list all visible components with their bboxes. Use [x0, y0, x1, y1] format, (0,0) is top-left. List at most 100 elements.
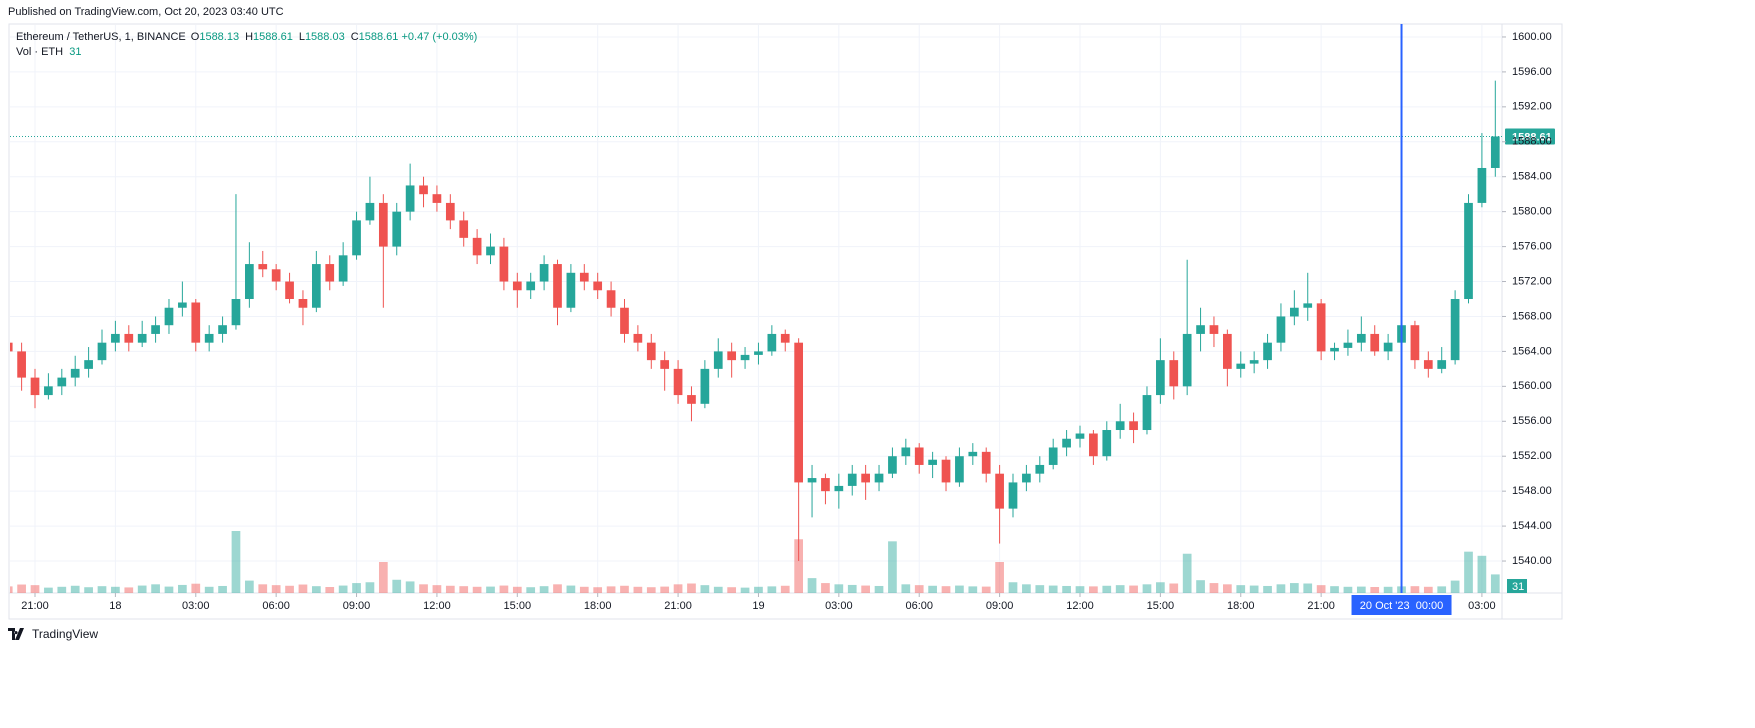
volume-bar: [941, 586, 951, 593]
legend-key: C: [350, 31, 359, 43]
volume-bar: [995, 562, 1004, 593]
volume-bar: [606, 586, 616, 593]
volume-bar: [1263, 585, 1272, 593]
x-tick-label: 12:00: [423, 600, 451, 612]
volume-bar: [1209, 583, 1219, 593]
volume-bar: [593, 587, 603, 593]
volume-bar: [285, 585, 294, 593]
volume-bar: [1303, 583, 1313, 593]
candle-body: [1410, 325, 1420, 361]
volume-bar: [84, 587, 93, 593]
volume-bar: [124, 587, 134, 593]
candle-body: [593, 281, 603, 291]
legend-row: Ethereum / TetherUS, 1, BINANCE O1588.13 H…: [16, 31, 477, 43]
y-tick-label: 1544.00: [1512, 520, 1552, 532]
volume-bar: [17, 584, 26, 593]
candle-body: [1289, 307, 1299, 317]
volume-bar: [419, 584, 428, 593]
candle-body: [258, 264, 268, 270]
candle-body: [1423, 360, 1433, 369]
volume-bar: [486, 586, 495, 593]
candle-body: [1142, 395, 1152, 431]
candle-body: [1316, 303, 1326, 352]
candle-body: [1035, 464, 1045, 474]
candle-body: [419, 185, 428, 195]
volume-legend: Vol · ETH 31: [16, 46, 81, 58]
volume-bar: [847, 584, 857, 593]
candle-body: [767, 333, 777, 352]
volume-bar: [1383, 586, 1393, 593]
candle-body: [646, 342, 656, 361]
volume-bar: [1236, 585, 1246, 593]
candle-body: [579, 272, 589, 282]
volume-bar: [1276, 584, 1286, 593]
symbol: Ethereum / TetherUS, 1, BINANCE: [16, 31, 186, 43]
legend-value: 1588.03: [304, 31, 345, 43]
x-tick-label: 18: [109, 600, 121, 612]
volume-bar: [780, 585, 790, 593]
candle-body: [1075, 433, 1085, 439]
brand-logo: [8, 628, 24, 640]
volume-bar: [499, 585, 509, 593]
grid: [10, 25, 1502, 593]
candle-body: [914, 447, 924, 465]
volume-bar: [57, 586, 67, 593]
candle-body: [874, 473, 884, 483]
candle-body: [512, 281, 522, 291]
overlay: 1588.61 31 20 Oct '23 00:00: [10, 24, 1555, 615]
x-tick-label: 06:00: [905, 600, 933, 612]
volume-bar: [325, 587, 335, 593]
last-price-box: [1505, 128, 1555, 145]
volume-bar: [1102, 585, 1112, 593]
candle-body: [1223, 333, 1232, 369]
candle-body: [499, 246, 509, 282]
candle-body: [606, 290, 616, 308]
volume-bar: [1223, 584, 1232, 593]
y-tick-label: 1576.00: [1512, 240, 1552, 252]
published-note: Published on TradingView.com, Oct 20, 20…: [8, 6, 284, 18]
volume-bar: [1196, 580, 1205, 593]
volume-bar: [1477, 555, 1487, 593]
candle-body: [298, 298, 308, 308]
x-tick-label: 12:00: [1066, 600, 1094, 612]
candle-body: [1276, 316, 1286, 343]
candle-body: [941, 459, 951, 483]
volume-bar: [151, 584, 160, 593]
candle-body: [1182, 333, 1192, 387]
volume-bar: [258, 584, 268, 593]
candle-body: [44, 386, 53, 396]
candle-body: [1169, 360, 1179, 387]
x-tick-label: 19: [752, 600, 764, 612]
candle-body: [1236, 363, 1246, 369]
volume-bar: [620, 585, 629, 593]
volume-bar: [981, 586, 991, 593]
candle-body: [847, 473, 857, 486]
candle-body: [432, 194, 442, 203]
candle-body: [1437, 360, 1447, 369]
volume-bar: [512, 586, 522, 593]
volume-bar: [1450, 580, 1460, 593]
candle-body: [780, 333, 790, 343]
candle-body: [151, 325, 160, 334]
candle-body: [1209, 325, 1219, 334]
volume-bar: [914, 585, 924, 593]
x-tick-label: 18:00: [584, 600, 612, 612]
candle-body: [1303, 303, 1313, 308]
volume-bar: [1048, 585, 1058, 593]
volume-bar: [30, 585, 40, 593]
volume-bar: [245, 580, 254, 593]
candle-body: [995, 473, 1004, 509]
x-tick-label: 21:00: [664, 600, 692, 612]
volume-bar: [566, 585, 576, 593]
volume-bar: [137, 585, 147, 593]
candle-body: [1156, 360, 1165, 396]
candle-body: [30, 377, 40, 396]
volume-bar: [579, 586, 589, 593]
x-tick-label: 15:00: [1147, 600, 1175, 612]
candle-body: [392, 211, 402, 247]
candle-body: [245, 264, 254, 299]
candle-body: [700, 368, 710, 404]
y-tick-label: 1584.00: [1512, 171, 1552, 183]
legend-key: L: [298, 31, 305, 43]
candle-body: [566, 272, 576, 308]
